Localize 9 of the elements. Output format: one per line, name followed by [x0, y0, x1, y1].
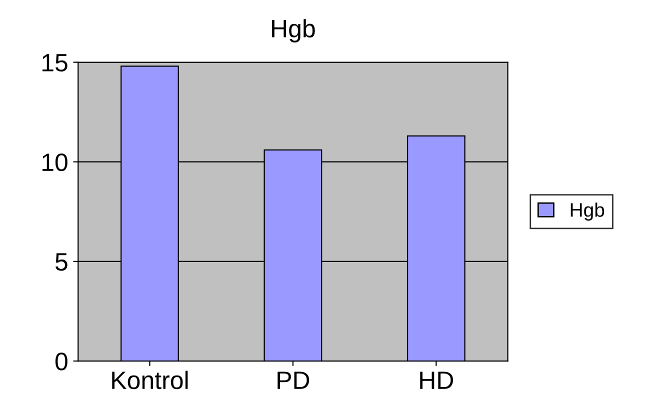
x-tick-label: PD [278, 372, 310, 389]
y-tick-label: 5 [55, 253, 68, 271]
chart-title: Hgb [272, 19, 315, 42]
x-tick-label: Kontrol [112, 370, 188, 390]
legend-label: Hgb [570, 202, 604, 221]
y-tick-label: 10 [42, 153, 68, 172]
x-tick-label: HD [420, 372, 454, 389]
y-tick-label: 0 [55, 352, 68, 370]
y-tick-label: 15 [42, 54, 68, 72]
